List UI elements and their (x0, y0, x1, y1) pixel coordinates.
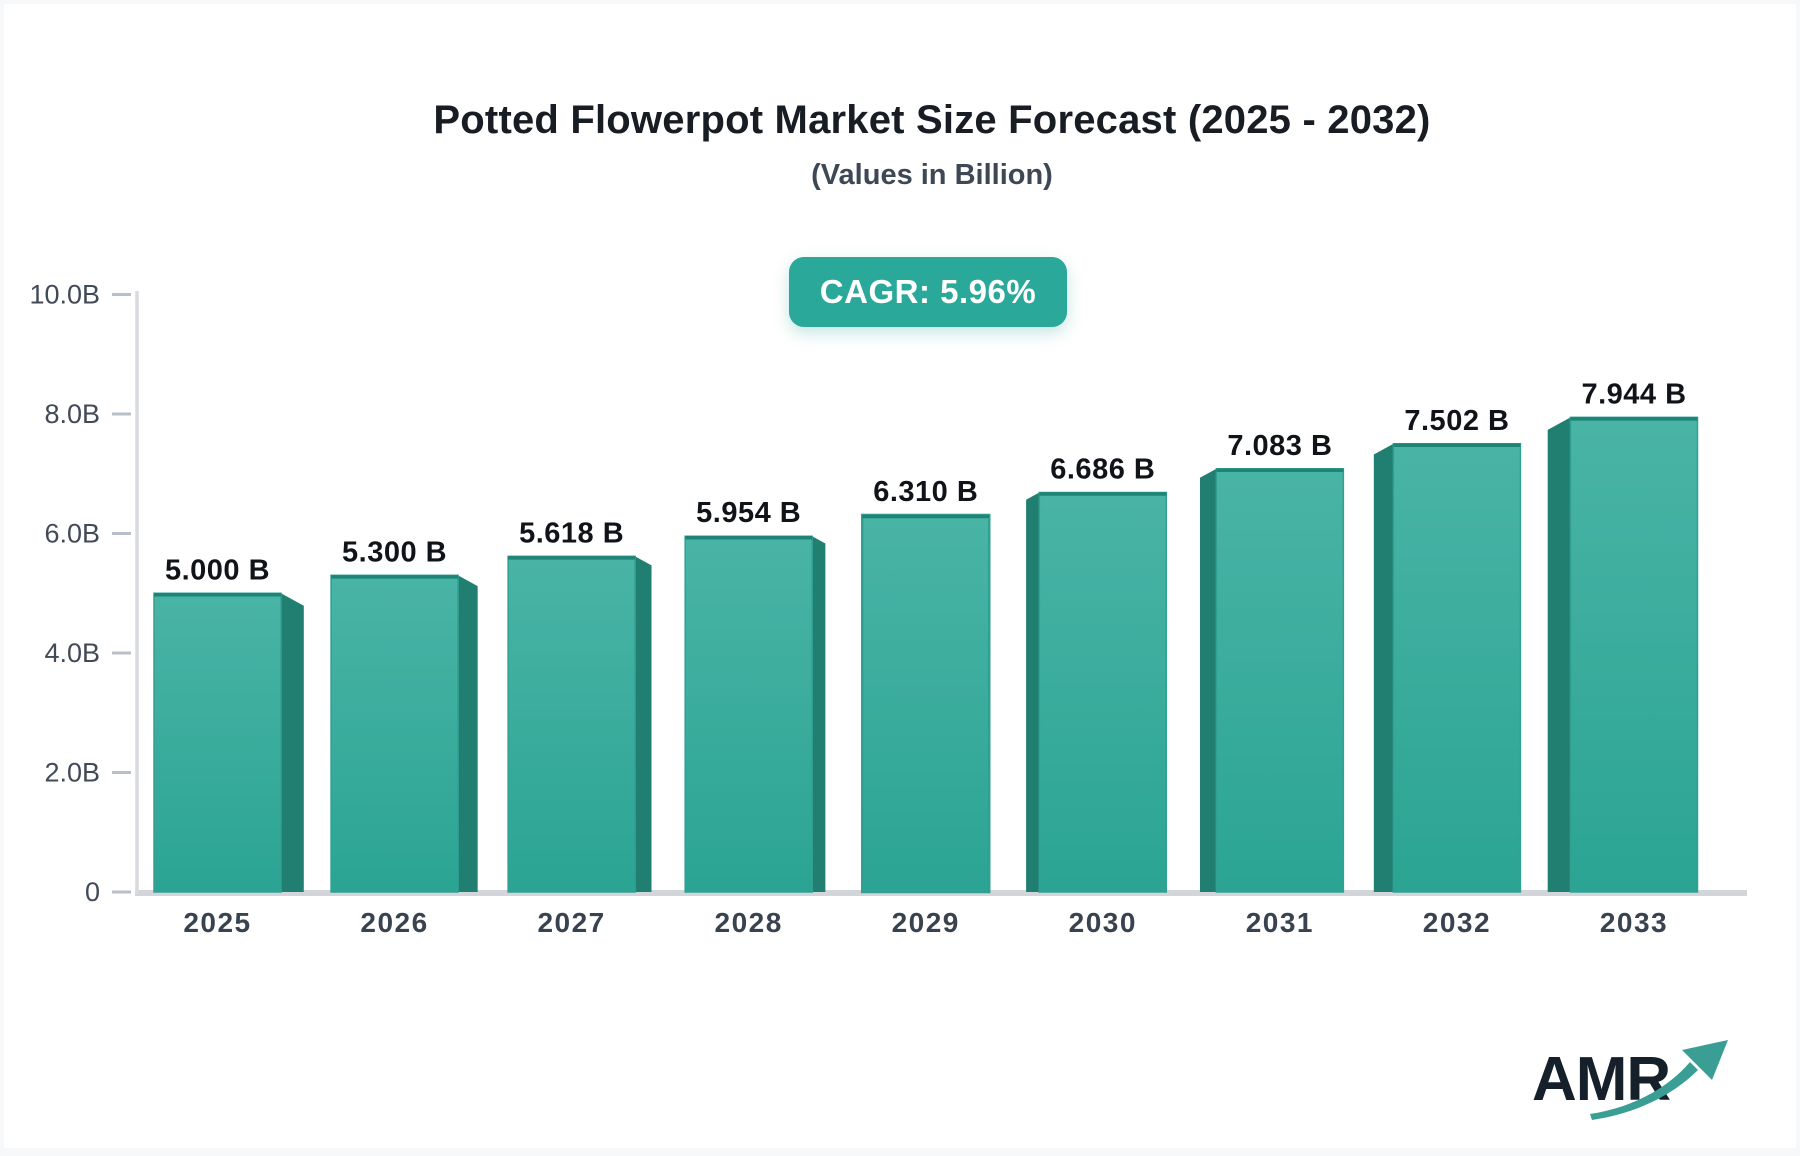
bar-side-face (812, 536, 826, 892)
bar-side-face (281, 593, 304, 892)
cagr-badge-label: CAGR: 5.96% (819, 273, 1037, 310)
x-tick-label: 2029 (892, 907, 960, 938)
x-tick-label: 2031 (1246, 907, 1314, 938)
x-tick-label: 2033 (1600, 907, 1668, 938)
bar-value-label: 6.686 B (1050, 454, 1155, 486)
bar-group-2030: 6.686 B 2030 (1026, 454, 1168, 938)
x-tick-label: 2025 (183, 907, 251, 938)
bar-group-2027: 5.618 B 2027 (507, 517, 652, 938)
amr-logo: AMR (1532, 1040, 1728, 1120)
x-tick-label: 2027 (537, 907, 605, 938)
cagr-badge: CAGR: 5.96% (789, 257, 1067, 327)
bar-value-label: 5.000 B (165, 554, 270, 586)
y-tick-label: 10.0B (29, 280, 100, 310)
y-tick-label: 8.0B (44, 399, 100, 429)
y-tick-label: 4.0B (44, 638, 100, 668)
bar-face (330, 574, 459, 893)
bar-value-label: 5.954 B (696, 497, 801, 529)
bar-face (860, 513, 991, 894)
bar-side-face (1026, 492, 1040, 892)
y-tick-label: 0 (85, 877, 100, 907)
bar-value-label: 7.944 B (1581, 378, 1686, 410)
bar-face (684, 535, 813, 893)
x-tick-label: 2026 (360, 907, 428, 938)
bar-face (507, 555, 636, 893)
bar-side-face (458, 575, 478, 892)
bar-value-label: 7.083 B (1227, 430, 1332, 462)
bar-group-2031: 7.083 B 2031 (1199, 430, 1345, 938)
chart-header: Potted Flowerpot Market Size Forecast (2… (68, 96, 1796, 192)
bar-value-label: 5.618 B (519, 517, 624, 549)
bar-side-face (635, 556, 652, 892)
bar-value-label: 5.300 B (342, 536, 447, 568)
bar-face (153, 592, 282, 893)
chart-subtitle: (Values in Billion) (811, 159, 1053, 191)
bar-side-face (1547, 417, 1571, 892)
y-tick-label: 2.0B (44, 758, 100, 788)
bar-face (1569, 416, 1699, 893)
x-tick-label: 2030 (1069, 907, 1137, 938)
x-tick-label: 2032 (1423, 907, 1491, 938)
bar-group-2029: 6.310 B 2029 (860, 476, 991, 938)
bar-value-label: 6.310 B (873, 476, 978, 508)
bar-side-face (1373, 443, 1394, 892)
y-tick-label: 6.0B (44, 519, 100, 549)
bar-chart: 0 2.0B 4.0B 6.0B 8.0B 10.0B 5.000 B 2025 5.300 B… (29, 280, 1747, 938)
bar-face (1038, 491, 1168, 893)
bar-face (1392, 443, 1522, 893)
bar-group-2025: 5.000 B 2025 (153, 554, 304, 938)
bar-face (1215, 468, 1345, 893)
bar-group-2026: 5.300 B 2026 (330, 536, 478, 938)
amr-logo-text: AMR (1532, 1045, 1670, 1114)
bar-group-2032: 7.502 B 2032 (1373, 405, 1522, 938)
bar-value-label: 7.502 B (1404, 405, 1509, 437)
chart-title: Potted Flowerpot Market Size Forecast (2… (433, 98, 1431, 142)
bar-group-2028: 5.954 B 2028 (684, 497, 826, 938)
bar-group-2033: 7.944 B 2033 (1547, 378, 1699, 938)
bar-side-face (1199, 468, 1217, 892)
x-tick-label: 2028 (715, 907, 783, 938)
growth-arrow-icon (1590, 1040, 1728, 1120)
